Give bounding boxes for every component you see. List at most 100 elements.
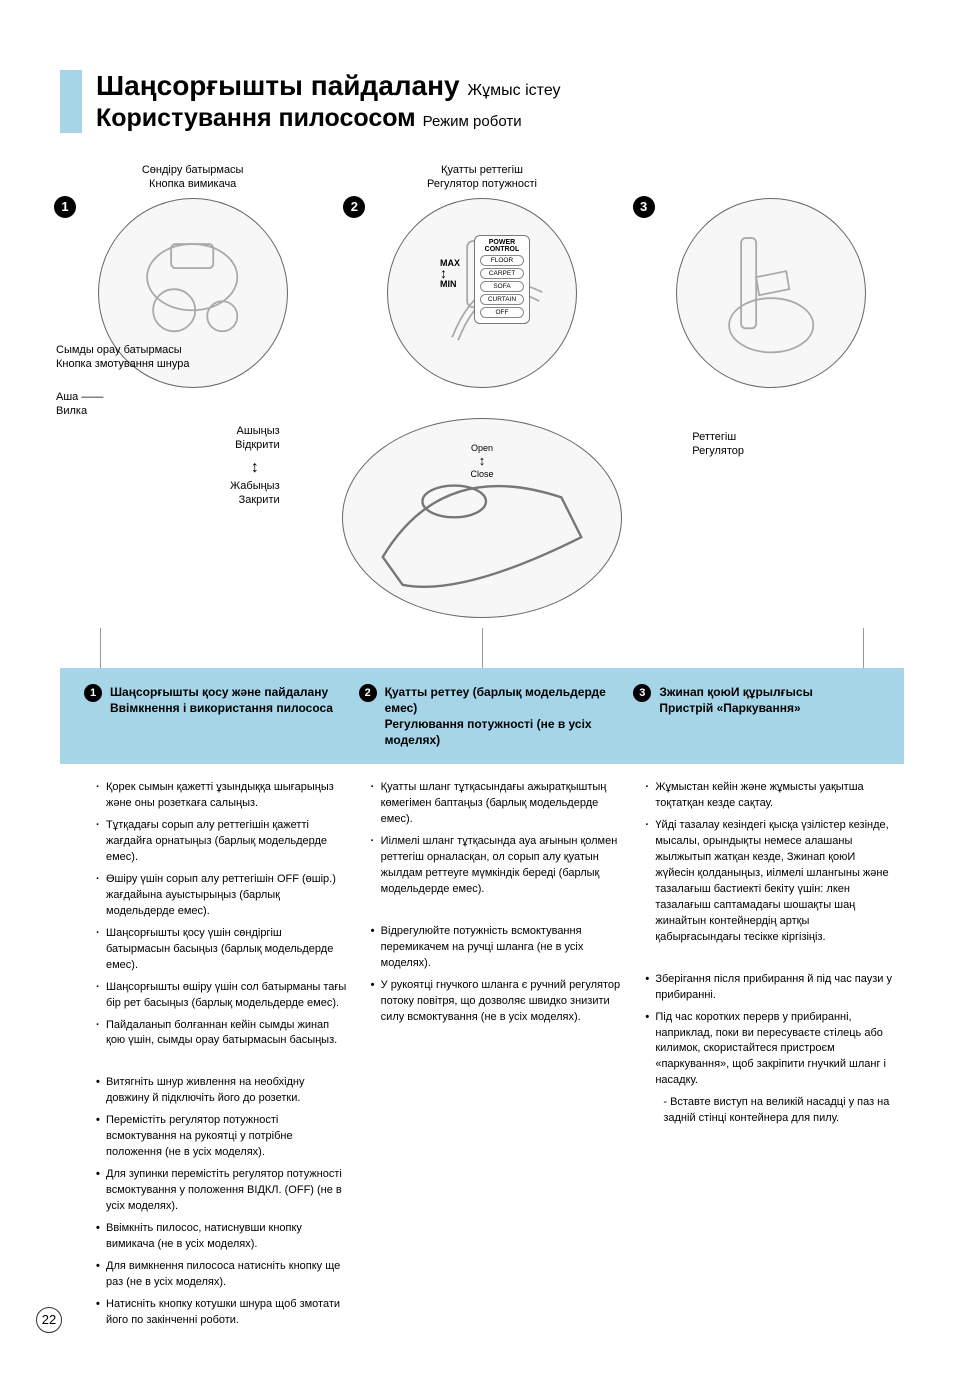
list-item: Витягніть шнур живлення на необхідну дов… [96,1075,347,1107]
diagram-2-label-kk: Қуатты реттегіш [441,164,523,176]
band-text-3: Зжинап қоюИ құрылғысы Пристрій «Паркуван… [659,684,813,749]
body-columns: Қорек сымын қажетті ұзындыққа шығарыңыз … [60,764,904,1334]
regulator-label-kk: Реттегіш [692,431,736,443]
open-label-uk: Відкрити [235,439,279,451]
diagram-2-top-label: Қуатты реттегіш Регулятор потужності [349,163,614,192]
plug-label-uk: Вилка [56,405,87,417]
diagram-2: Қуатты реттегіш Регулятор потужності 2 P… [349,163,614,388]
title-uk-sub: Режим роботи [423,113,522,130]
list-item: Під час коротких перерв у прибиранні, на… [645,1010,896,1090]
min-label: MIN [440,280,460,290]
diagram-1-label-kk: Сөндіру батырмасы [142,164,244,176]
body-col-1: Қорек сымын қажетті ұзындыққа шығарыңыз … [96,780,347,1334]
plug-label-kk: Аша [56,391,78,403]
col3-dash-item: Вставте виступ на великій насадці у паз … [645,1095,896,1127]
badge-2: 2 [343,196,365,218]
list-item: Қуатты шланг тұтқасындағы ажыратқыштың к… [371,780,622,828]
title-group: Шаңсорғышты пайдалану Жұмыс істеу Корист… [96,70,561,133]
diagram-1-top-label: Сөндіру батырмасы Кнопка вимикача [60,163,325,192]
diagram-1: Сөндіру батырмасы Кнопка вимикача 1 Сымд… [60,163,325,388]
leader-line-mid [482,628,483,668]
parking-icon [696,217,846,367]
leader-lines [100,628,864,668]
power-btn-curtain: CURTAIN [480,294,524,305]
close-label-uk: Закрити [239,494,280,506]
figure-airflow-regulator: Open ↕ Close [342,418,622,618]
list-item: Пайдаланып болғаннан кейін сымды жинап қ… [96,1018,347,1050]
band-col-1: 1 Шаңсорғышты қосу және пайдалану Ввімкн… [84,684,335,749]
badge-1: 1 [54,196,76,218]
center-right-labels: Реттегіш Регулятор [692,430,744,459]
center-left-labels: Ашыңыз Відкрити ↕ Жабыңыз Закрити [230,424,280,508]
diagram-row: Сөндіру батырмасы Кнопка вимикача 1 Сымд… [60,163,904,388]
col2-list-uk: Відрегулюйте потужність всмоктування пер… [371,924,622,1026]
list-item: Ввімкніть пилосос, натиснувши кнопку вим… [96,1221,347,1253]
list-item: Відрегулюйте потужність всмоктування пер… [371,924,622,972]
col1-list-kk: Қорек сымын қажетті ұзындыққа шығарыңыз … [96,780,347,1049]
diagram-3-top-label [639,163,904,192]
header-accent-bar [60,70,82,133]
list-item: Перемістіть регулятор потужності всмокту… [96,1113,347,1161]
figure-parking [676,198,866,388]
list-item: Өшіру үшін сорып алу реттегішін OFF (өші… [96,872,347,920]
max-min-indicator: MAX ↕ MIN [440,259,460,290]
list-item: Натисніть кнопку котушки шнура щоб змота… [96,1297,347,1329]
page-number: 22 [36,1307,62,1333]
band-text-2: Қуатты реттеу (барлық модельдерде емес) … [385,684,610,749]
band-col-2: 2 Қуатты реттеу (барлық модельдерде емес… [359,684,610,749]
title-uk: Користування пилососом Режим роботи [96,104,561,133]
band-text-1: Шаңсорғышты қосу және пайдалану Ввімкнен… [110,684,333,749]
diagram-2-label-uk: Регулятор потужності [427,178,537,190]
open-close-arrow-icon: ↕ [230,458,280,479]
power-btn-floor: FLOOR [480,255,524,266]
power-control-panel: POWER CONTROL FLOOR CARPET SOFA CURTAIN … [474,235,530,324]
page-header: Шаңсорғышты пайдалану Жұмыс істеу Корист… [60,70,904,133]
band-num-1: 1 [84,684,102,702]
diagram-3: 3 [639,163,904,388]
diagram-1-left-labels: Сымды орау батырмасы Кнопка змотування ш… [56,343,189,418]
list-item: Иілмелі шланг тұтқасында ауа ағынын қолм… [371,834,622,898]
band-3-uk: Пристрій «Паркування» [659,701,800,715]
band-3-kk: Зжинап қоюИ құрылғысы [659,685,813,699]
title-kk-sub: Жұмыс істеу [467,82,560,99]
badge-3: 3 [633,196,655,218]
title-uk-main: Користування пилососом [96,104,416,132]
list-item: Для зупинки перемістіть регулятор потужн… [96,1167,347,1215]
cord-rewind-label-uk: Кнопка змотування шнура [56,357,189,371]
col1-list-uk: Витягніть шнур живлення на необхідну дов… [96,1075,347,1328]
body-col-2: Қуатты шланг тұтқасындағы ажыратқыштың к… [371,780,622,1334]
list-item: У рукоятці гнучкого шланга є ручний регу… [371,978,622,1026]
power-panel-header: POWER CONTROL [477,239,527,253]
updown-arrow-icon: ↕ [440,268,460,279]
arrow-updown-icon: ↕ [479,453,486,468]
center-diagram-area: Ашыңыз Відкрити ↕ Жабыңыз Закрити Реттег… [60,418,904,668]
band-col-3: 3 Зжинап қоюИ құрылғысы Пристрій «Паркув… [633,684,884,749]
band-2-uk: Регулювання потужності (не в усіх моделя… [385,717,592,747]
list-item: Зберігання після прибирання й під час па… [645,972,896,1004]
regulator-label-uk: Регулятор [692,445,744,457]
band-num-3: 3 [633,684,651,702]
diagram-1-label-uk: Кнопка вимикача [149,178,236,190]
power-btn-carpet: CARPET [480,268,524,279]
open-text: Open [471,443,493,453]
list-item: Шаңсорғышты қосу үшін сөндіргіш батырмас… [96,926,347,974]
title-kk: Шаңсорғышты пайдалану Жұмыс істеу [96,70,561,102]
list-item: Тұтқадағы сорып алу реттегішін қажетті ж… [96,818,347,866]
col3-list-uk: Зберігання після прибирання й під час па… [645,972,896,1090]
col3-list-kk: Жұмыстан кейін және жұмысты уақытша тоқт… [645,780,896,945]
band-num-2: 2 [359,684,377,702]
title-kk-main: Шаңсорғышты пайдалану [96,70,460,101]
list-item: Жұмыстан кейін және жұмысты уақытша тоқт… [645,780,896,812]
list-item: Қорек сымын қажетті ұзындыққа шығарыңыз … [96,780,347,812]
body-col-3: Жұмыстан кейін және жұмысты уақытша тоқт… [645,780,896,1334]
band-1-kk: Шаңсорғышты қосу және пайдалану [110,685,328,699]
list-item: Шаңсорғышты өшіру үшін сол батырманы тағ… [96,980,347,1012]
section-headers-band: 1 Шаңсорғышты қосу және пайдалану Ввімкн… [60,668,904,765]
open-close-inline: Open ↕ Close [470,443,493,480]
open-label-kk: Ашыңыз [237,425,280,437]
band-1-uk: Ввімкнення і використання пилососа [110,701,333,715]
col2-list-kk: Қуатты шланг тұтқасындағы ажыратқыштың к… [371,780,622,898]
close-text: Close [470,469,493,479]
list-item: Для вимкнення пилососа натисніть кнопку … [96,1259,347,1291]
power-btn-sofa: SOFA [480,281,524,292]
